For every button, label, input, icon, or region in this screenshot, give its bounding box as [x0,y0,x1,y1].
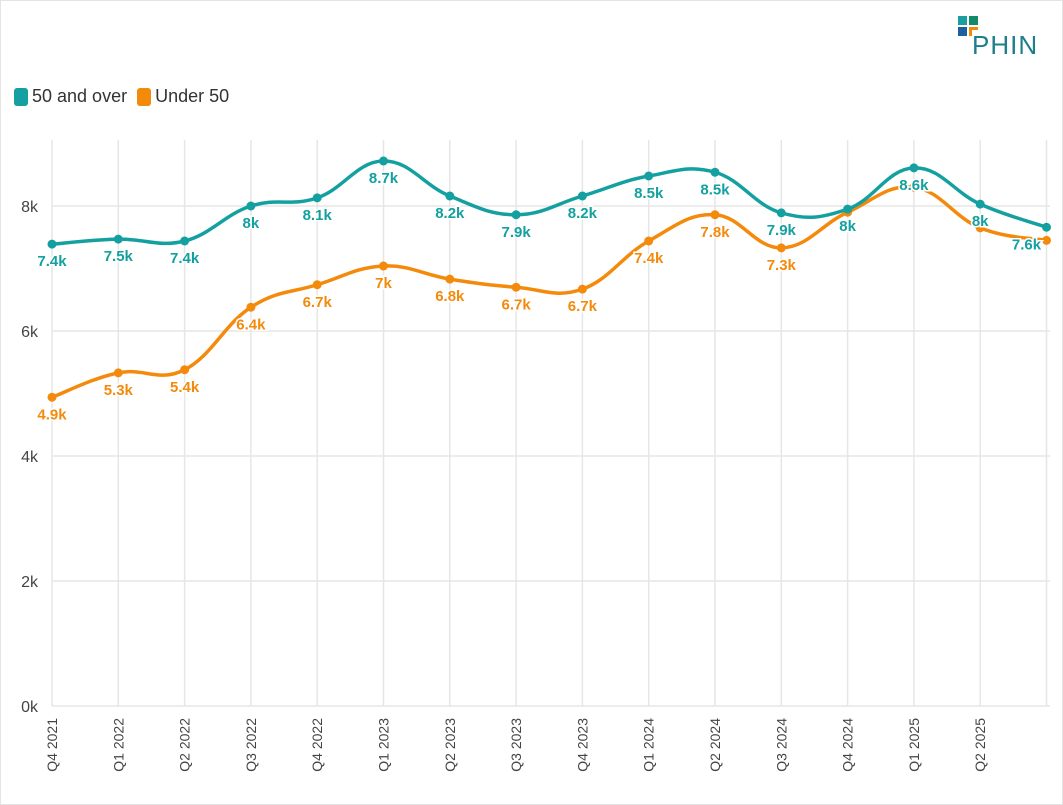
data-label: 8k [972,213,989,230]
data-label: 8.7k [369,170,399,187]
data-label: 7.4k [634,250,664,267]
data-point [644,171,654,181]
data-point [246,201,256,211]
data-point [909,163,919,173]
series-line [51,185,1047,399]
phin-logo: PHIN [958,16,1048,60]
data-label: 5.4k [170,379,200,396]
data-label: 8.5k [700,181,730,198]
data-point [511,210,521,220]
y-tick-label: 8k [21,199,39,216]
y-tick-label: 0k [21,699,39,716]
data-point [843,204,853,214]
data-label: 4.9k [37,406,67,423]
data-label: 6.7k [501,296,531,313]
x-tick-label: Q3 2023 [508,718,524,772]
data-label: 7.6k [1012,236,1042,253]
x-tick-label: Q3 2024 [773,718,789,772]
data-label: 7.9k [501,224,531,241]
data-label: 7.9k [767,222,797,239]
data-point [47,392,57,402]
data-point [47,239,57,249]
y-tick-label: 2k [21,574,39,591]
legend-item-under-50[interactable]: Under 50 [137,86,229,107]
data-label: 6.7k [303,294,333,311]
data-point [379,156,388,166]
data-point [312,193,322,203]
data-point [975,199,985,209]
data-point [113,368,123,378]
series-line [51,159,1048,246]
x-tick-label: Q4 2024 [840,718,856,772]
data-point [180,365,190,375]
data-label: 6.4k [236,316,266,333]
data-point [577,284,587,294]
x-tick-label: Q2 2024 [707,718,723,772]
data-point [445,274,455,284]
data-point [577,191,587,201]
x-tick-label: Q4 2021 [44,718,60,772]
data-label: 8.5k [634,185,664,202]
data-point [710,167,720,177]
data-point [710,210,720,220]
y-tick-label: 4k [21,449,39,466]
x-tick-label: Q1 2022 [110,718,126,772]
data-point [1042,222,1051,232]
data-point [776,208,786,218]
data-point [644,236,654,246]
x-tick-label: Q2 2025 [972,718,988,772]
data-label: 5.3k [104,382,134,399]
data-point [379,261,388,271]
data-label: 7.4k [170,250,200,267]
data-label: 8.6k [899,177,929,194]
x-tick-label: Q3 2022 [243,718,259,772]
data-point [909,182,919,192]
data-label: 8.1k [303,207,333,224]
data-label: 8k [839,218,856,235]
legend-label: 50 and over [32,86,128,106]
data-point [511,282,521,292]
data-point [113,234,123,244]
data-label: 8.2k [435,205,465,222]
legend-label: Under 50 [155,86,230,106]
data-label: 7.8k [700,224,730,241]
x-tick-label: Q2 2023 [442,718,458,772]
data-label: 7.3k [767,257,797,274]
svg-text:PHIN: PHIN [972,30,1038,60]
data-label: 7.4k [37,253,67,270]
data-point [776,243,786,253]
data-label: 6.8k [435,288,465,305]
data-point [312,280,322,290]
data-point [445,191,455,201]
data-label: 7.5k [104,248,134,265]
data-point [1042,235,1051,245]
legend-swatch [137,87,152,106]
x-tick-label: Q1 2023 [376,718,392,772]
data-label: 8k [243,215,260,232]
x-tick-label: Q2 2022 [177,718,193,772]
y-tick-label: 6k [21,324,39,341]
data-point [180,236,190,246]
x-tick-label: Q4 2022 [309,718,325,772]
data-label: 6.7k [568,298,598,315]
legend-item-50-and-over[interactable]: 50 and over [14,86,127,107]
logo-mark: PHIN [958,16,1038,60]
legend: 50 and over Under 50 [14,86,229,107]
data-label: 8.2k [568,205,598,222]
legend-swatch [14,87,28,106]
x-tick-label: Q1 2025 [906,718,922,772]
data-label: 7k [375,275,392,292]
data-point [975,223,985,233]
x-tick-label: Q4 2023 [574,718,590,772]
x-tick-label: Q1 2024 [641,718,657,772]
data-point [246,302,256,312]
